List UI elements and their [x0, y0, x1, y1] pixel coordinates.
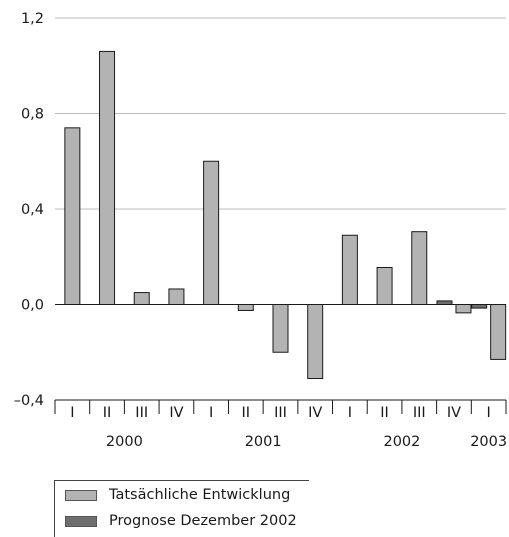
quarter-label: I: [487, 405, 491, 421]
quarter-label: II: [380, 405, 389, 421]
axes: [54, 304, 507, 414]
bar-actual: [411, 231, 428, 305]
bar-forecast: [471, 304, 488, 309]
y-tick-label: 1,2: [21, 11, 44, 27]
bar-actual: [307, 304, 324, 380]
legend-label-forecast: Prognose Dezember 2002: [109, 513, 297, 529]
bars: [64, 50, 507, 380]
bar-chart: 1,20,80,40,0–0,4 I II III IV I II III IV I II III I…: [14, 11, 507, 450]
quarter-label: IV: [169, 405, 183, 421]
quarter-label: III: [135, 405, 148, 421]
legend-item-actual: Tatsächliche Entwicklung: [65, 485, 290, 505]
quarter-label: II: [242, 405, 251, 421]
legend: Tatsächliche Entwicklung Prognose Dezemb…: [54, 480, 309, 537]
bar-actual: [237, 304, 254, 311]
year-label: 2003: [470, 434, 507, 450]
quarter-label: I: [209, 405, 213, 421]
legend-swatch-forecast: [65, 515, 97, 527]
legend-swatch-actual: [65, 489, 97, 501]
bar-actual: [455, 304, 472, 314]
quarter-label: III: [274, 405, 287, 421]
year-label: 2001: [245, 434, 282, 450]
bar-actual: [490, 304, 507, 360]
quarter-label: III: [413, 405, 426, 421]
year-label: 2000: [106, 434, 143, 450]
bar-forecast: [436, 300, 453, 306]
bar-actual: [272, 304, 289, 353]
year-label: 2002: [383, 434, 420, 450]
y-tick-label: 0,0: [21, 298, 44, 314]
legend-label-actual: Tatsächliche Entwicklung: [109, 487, 291, 503]
y-tick-label: 0,4: [21, 202, 44, 218]
quarter-label: II: [103, 405, 112, 421]
quarter-label: I: [70, 405, 74, 421]
bar-actual: [168, 288, 185, 306]
bar-actual: [341, 234, 358, 305]
quarter-label: I: [348, 405, 352, 421]
y-tick-label: –0,4: [14, 393, 44, 409]
bar-actual: [64, 127, 81, 305]
bar-actual: [376, 266, 393, 305]
bar-actual: [99, 50, 116, 305]
y-tick-label: 0,8: [21, 107, 44, 123]
quarter-label: IV: [308, 405, 322, 421]
bar-actual: [203, 160, 220, 305]
y-tick-labels: 1,2 0,8 0,4 0,0 –0,4: [14, 11, 44, 409]
bar-actual: [133, 292, 150, 305]
quarter-label: IV: [447, 405, 461, 421]
legend-item-forecast: Prognose Dezember 2002: [65, 511, 297, 531]
